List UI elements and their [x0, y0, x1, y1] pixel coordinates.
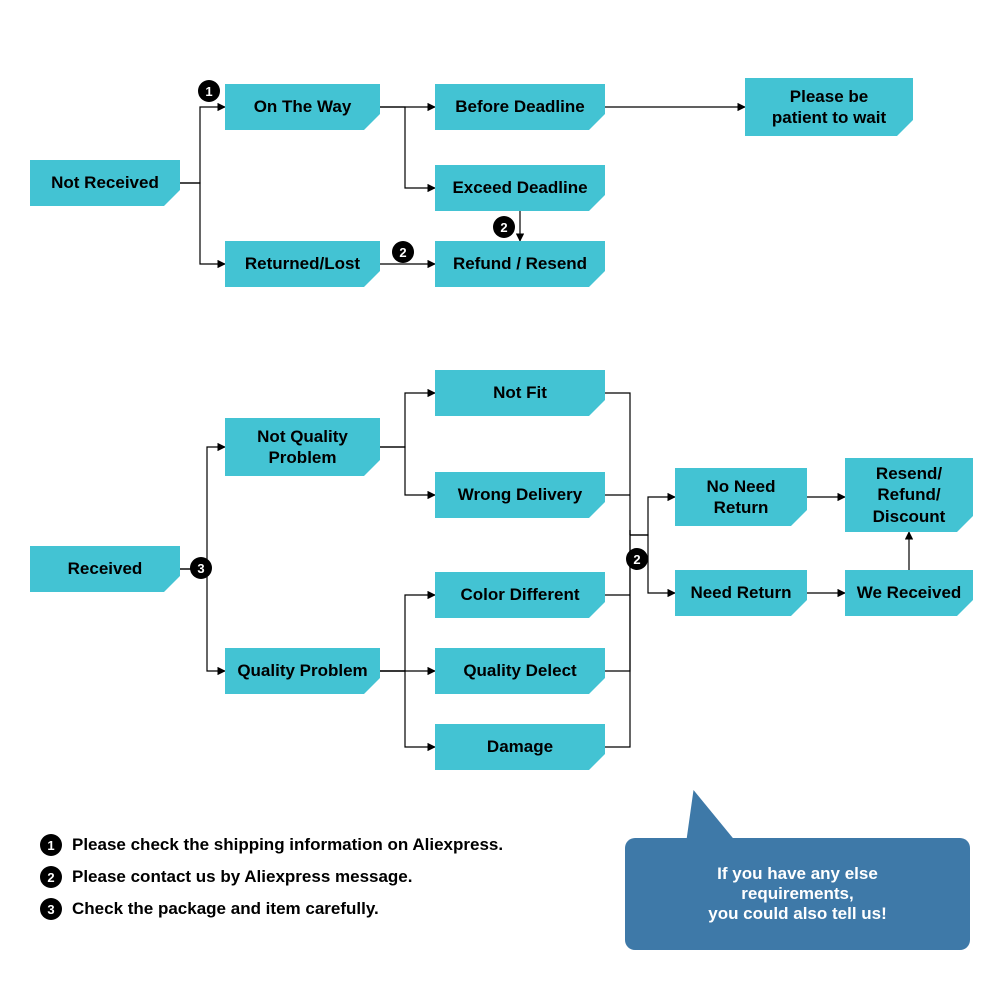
node-label: On The Way [254, 96, 352, 117]
node-label: Need Return [690, 582, 791, 603]
node-label: Color Different [461, 584, 580, 605]
footnotes: 1 Please check the shipping information o… [40, 824, 503, 930]
edge-3 [380, 107, 435, 188]
node-label: Not Fit [493, 382, 547, 403]
edge-11 [380, 595, 435, 671]
node-not-fit: Not Fit [435, 370, 605, 416]
node-label: Wrong Delivery [458, 484, 582, 505]
callout-text: If you have any elserequirements,you cou… [708, 864, 887, 924]
badge-3-3: 3 [190, 557, 212, 579]
node-received: Received [30, 546, 180, 592]
edge-0 [180, 107, 225, 183]
edge-7 [180, 447, 225, 569]
node-label: Not QualityProblem [257, 426, 348, 469]
edge-10 [380, 447, 435, 495]
node-returned-lost: Returned/Lost [225, 241, 380, 287]
node-color-diff: Color Different [435, 572, 605, 618]
node-exceed-deadline: Exceed Deadline [435, 165, 605, 211]
edge-9 [380, 393, 435, 447]
node-label: Before Deadline [455, 96, 584, 117]
edge-13 [380, 671, 435, 747]
node-refund-resend: Refund / Resend [435, 241, 605, 287]
node-need-return: Need Return [675, 570, 807, 616]
badge-2-2: 2 [493, 216, 515, 238]
node-label: Received [68, 558, 143, 579]
node-not-qp: Not QualityProblem [225, 418, 380, 476]
callout-tail [686, 790, 741, 840]
footnote-badge: 1 [40, 834, 62, 856]
node-qp: Quality Problem [225, 648, 380, 694]
node-we-received: We Received [845, 570, 973, 616]
node-label: Quality Delect [463, 660, 576, 681]
footnote-text: Please contact us by Aliexpress message. [72, 867, 413, 887]
node-before-deadline: Before Deadline [435, 84, 605, 130]
node-label: Exceed Deadline [452, 177, 587, 198]
edge-14 [605, 393, 630, 535]
node-wrong-delivery: Wrong Delivery [435, 472, 605, 518]
footnote-badge: 2 [40, 866, 62, 888]
badge-1-0: 1 [198, 80, 220, 102]
footnote-2: 2 Please contact us by Aliexpress message… [40, 866, 503, 888]
node-label: Quality Problem [237, 660, 367, 681]
node-damage: Damage [435, 724, 605, 770]
edge-19 [630, 497, 675, 535]
badge-2-1: 2 [392, 241, 414, 263]
node-label: No NeedReturn [707, 476, 776, 519]
edge-1 [180, 183, 225, 264]
node-label: Please bepatient to wait [772, 86, 886, 129]
node-not-received: Not Received [30, 160, 180, 206]
footnote-text: Check the package and item carefully. [72, 899, 379, 919]
node-on-the-way: On The Way [225, 84, 380, 130]
node-please-wait: Please bepatient to wait [745, 78, 913, 136]
node-label: We Received [857, 582, 962, 603]
node-label: Refund / Resend [453, 253, 587, 274]
edge-17 [605, 530, 630, 671]
edge-8 [180, 569, 225, 671]
node-label: Not Received [51, 172, 159, 193]
node-label: Returned/Lost [245, 253, 360, 274]
footnote-3: 3 Check the package and item carefully. [40, 898, 503, 920]
callout-bubble: If you have any elserequirements,you cou… [625, 838, 970, 950]
node-label: Resend/Refund/Discount [873, 463, 946, 527]
node-resend-refund-discount: Resend/Refund/Discount [845, 458, 973, 532]
footnote-text: Please check the shipping information on… [72, 835, 503, 855]
footnote-1: 1 Please check the shipping information o… [40, 834, 503, 856]
node-no-need-return: No NeedReturn [675, 468, 807, 526]
footnote-badge: 3 [40, 898, 62, 920]
badge-2-4: 2 [626, 548, 648, 570]
node-quality-defect: Quality Delect [435, 648, 605, 694]
node-label: Damage [487, 736, 553, 757]
